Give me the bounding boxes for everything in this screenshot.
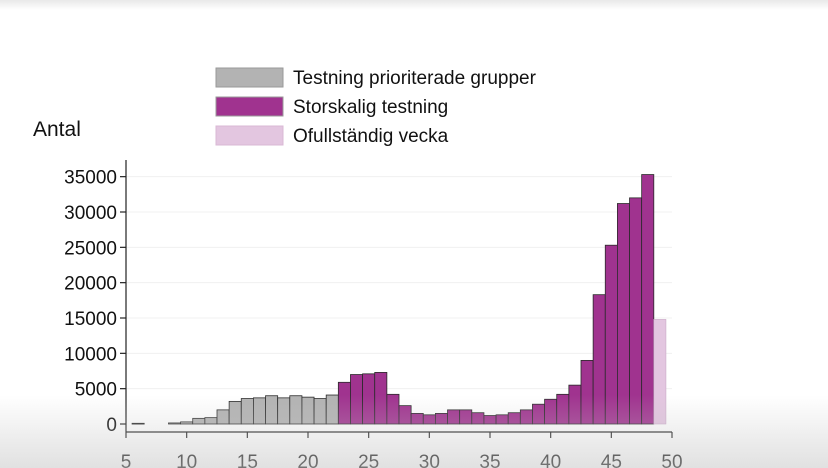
bar — [519, 409, 533, 425]
bar — [301, 396, 315, 425]
bar — [168, 422, 181, 425]
bar — [592, 294, 606, 425]
bar — [325, 394, 339, 425]
y-tick-label: 35000 — [64, 168, 117, 189]
bar — [131, 422, 145, 425]
bar — [192, 417, 206, 425]
legend-swatch — [215, 96, 284, 117]
bar — [629, 197, 643, 425]
x-tick-label: 20 — [297, 452, 318, 468]
legend-swatch — [215, 125, 284, 146]
legend-label: Testning prioriterade grupper — [293, 68, 537, 89]
bar — [434, 412, 448, 425]
x-tick-label: 15 — [237, 452, 258, 468]
y-tick-label: 20000 — [64, 274, 117, 295]
y-tick-label: 10000 — [64, 344, 117, 365]
bar — [410, 412, 424, 425]
x-tick-label: 35 — [479, 452, 500, 468]
bar — [180, 421, 194, 425]
x-tick-label: 50 — [661, 452, 682, 468]
x-tick-label: 30 — [419, 452, 440, 468]
bar — [313, 398, 327, 425]
bar — [398, 405, 412, 425]
y-tick-label: 25000 — [64, 238, 117, 259]
x-tick-label: 40 — [540, 452, 561, 468]
x-tick-label: 5 — [121, 452, 132, 468]
bar — [374, 372, 388, 425]
bar — [556, 393, 570, 425]
bar — [617, 203, 630, 425]
x-tick-label: 10 — [176, 452, 197, 468]
y-tick-label: 5000 — [75, 380, 117, 401]
bar — [362, 373, 376, 425]
y-tick-label: 30000 — [64, 203, 117, 224]
bar — [532, 403, 546, 425]
bar — [204, 417, 218, 425]
bar — [422, 414, 436, 425]
y-axis-title: Antal — [33, 118, 81, 141]
bar — [604, 244, 618, 425]
top-shading — [0, 0, 828, 10]
bar — [544, 398, 558, 425]
bar — [507, 412, 521, 425]
legend-label: Storskalig testning — [293, 97, 448, 118]
x-tick-label: 45 — [601, 452, 622, 468]
legend-swatch — [215, 67, 284, 88]
bar — [653, 319, 667, 425]
bar — [641, 174, 655, 425]
bar — [216, 409, 230, 425]
bar — [471, 412, 485, 425]
x-tick-label: 25 — [358, 452, 379, 468]
bar — [447, 409, 461, 425]
bar — [337, 381, 351, 425]
bar — [350, 374, 364, 425]
bar — [483, 415, 497, 425]
bar — [495, 414, 509, 425]
bar — [386, 393, 400, 425]
bar — [252, 397, 266, 425]
bar — [265, 395, 279, 425]
bar — [568, 384, 582, 425]
bar — [228, 400, 242, 425]
bar — [289, 395, 303, 425]
bar — [580, 359, 594, 425]
bar — [459, 409, 473, 425]
bar — [240, 398, 254, 425]
bar — [277, 397, 291, 425]
y-tick-label: 15000 — [64, 309, 117, 330]
y-tick-label: 0 — [106, 415, 117, 436]
legend-label: Ofullständig vecka — [293, 126, 449, 147]
